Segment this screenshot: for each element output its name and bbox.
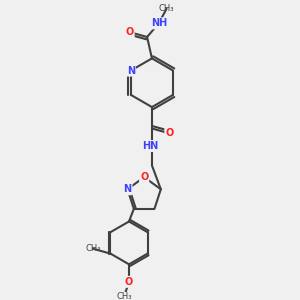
Text: CH₃: CH₃ — [159, 4, 174, 13]
Text: N: N — [123, 184, 132, 194]
Text: CH₃: CH₃ — [85, 244, 101, 253]
Text: HN: HN — [142, 141, 158, 151]
Text: O: O — [125, 277, 133, 287]
Text: NH: NH — [151, 18, 167, 28]
Text: O: O — [125, 27, 134, 37]
Text: O: O — [140, 172, 148, 182]
Text: O: O — [165, 128, 174, 138]
Text: N: N — [127, 66, 135, 76]
Text: CH₃: CH₃ — [116, 292, 132, 300]
